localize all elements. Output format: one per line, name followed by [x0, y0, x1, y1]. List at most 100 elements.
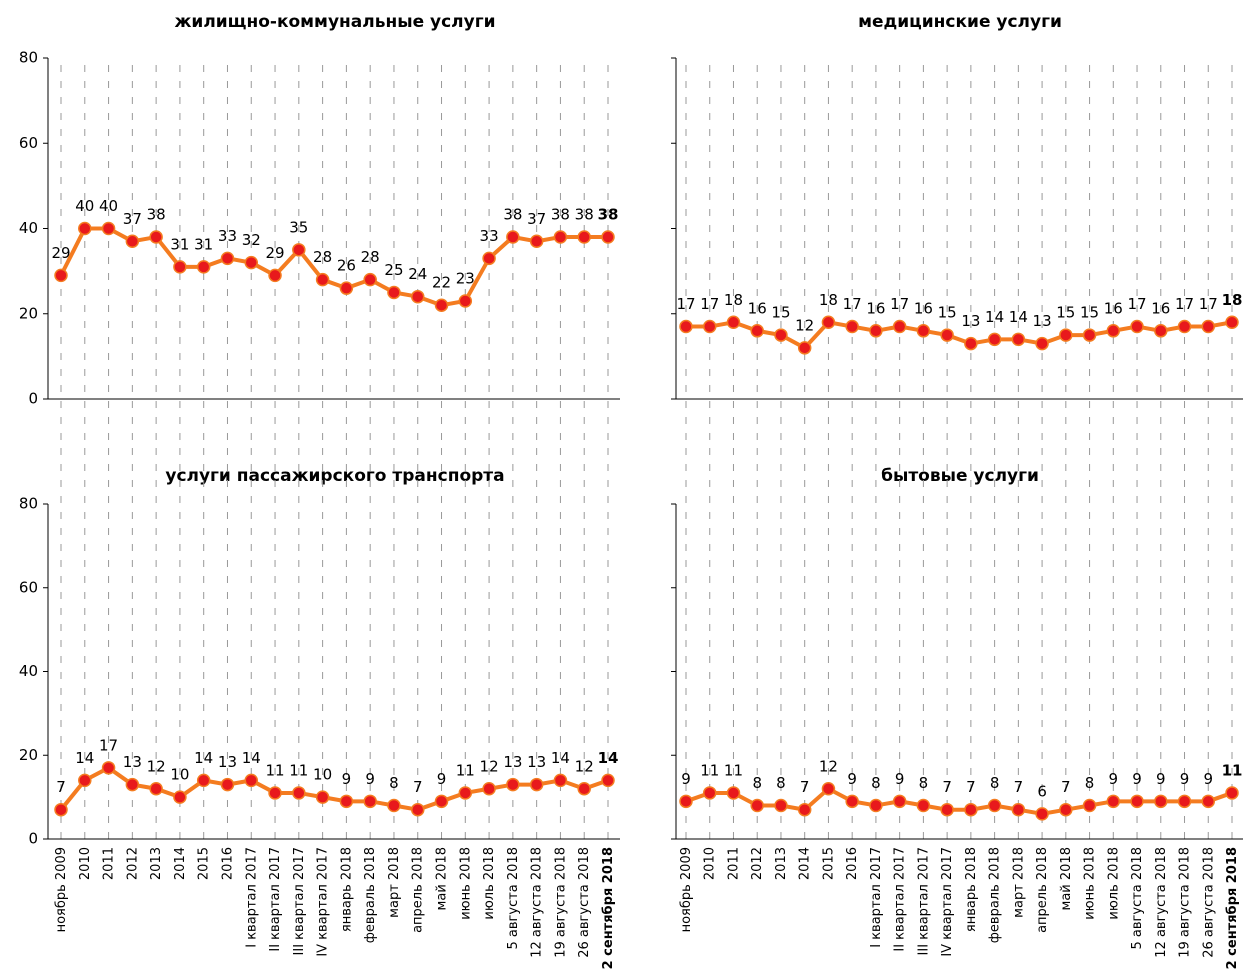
- point: [1082, 328, 1097, 342]
- x-tick-label: 2011: [102, 847, 117, 880]
- value-label: 9: [1132, 770, 1142, 788]
- value-label: 38: [503, 206, 522, 224]
- point: [363, 272, 377, 287]
- value-label: 9: [681, 770, 691, 788]
- value-label: 28: [361, 248, 380, 266]
- value-label: 18: [1222, 291, 1243, 309]
- value-label: 37: [527, 210, 546, 228]
- x-tick-label: 19 августа 2018: [1178, 847, 1193, 958]
- point: [410, 802, 425, 817]
- value-label: 8: [752, 774, 762, 792]
- x-tick-label: 2012: [125, 847, 140, 880]
- point: [797, 341, 812, 355]
- x-tick-label: 2 сентября 2018: [601, 847, 616, 969]
- value-label: 37: [123, 210, 142, 228]
- value-label: 18: [819, 291, 838, 309]
- point: [1011, 802, 1026, 817]
- point: [987, 332, 1002, 347]
- point: [726, 786, 741, 800]
- value-label: 16: [914, 299, 933, 317]
- series-line: [685, 786, 1233, 816]
- value-label: 7: [1061, 778, 1071, 796]
- value-label: 17: [890, 295, 909, 313]
- value-label: 31: [194, 235, 213, 253]
- value-label: 13: [961, 312, 980, 330]
- x-tick-label: 12 августа 2018: [1154, 847, 1169, 958]
- x-tick-label: май 2018: [1059, 847, 1074, 910]
- point: [149, 782, 163, 796]
- x-tick-label: II квартал 2017: [268, 847, 283, 952]
- point: [750, 798, 764, 813]
- point: [916, 324, 931, 338]
- point: [726, 315, 741, 330]
- point: [1154, 324, 1168, 338]
- point: [1035, 336, 1049, 351]
- x-tick-label: 2010: [78, 847, 93, 880]
- x-tick-label: 2014: [173, 847, 188, 880]
- value-label: 8: [389, 774, 399, 792]
- x-tick-label: 19 августа 2018: [553, 847, 568, 958]
- chart-title: бытовые услуги: [881, 466, 1039, 486]
- value-label: 17: [99, 736, 118, 754]
- point: [845, 794, 859, 809]
- point: [1201, 319, 1216, 334]
- point: [1130, 319, 1144, 334]
- value-label: 14: [551, 749, 570, 767]
- value-label: 13: [123, 753, 142, 771]
- point: [173, 260, 187, 274]
- x-tick-label: январь 2018: [964, 847, 979, 932]
- series-line: [59, 765, 609, 812]
- value-label: 7: [800, 778, 810, 796]
- y-tick-label: 40: [19, 219, 38, 237]
- point: [268, 786, 282, 800]
- point: [577, 230, 591, 244]
- x-tick-label: 2 сентября 2018: [1225, 847, 1240, 969]
- value-label: 11: [700, 761, 719, 779]
- point: [173, 790, 187, 804]
- point: [940, 328, 954, 342]
- point: [1106, 324, 1121, 338]
- value-label: 9: [1180, 770, 1190, 788]
- value-label: 31: [170, 235, 189, 253]
- value-label: 16: [748, 299, 767, 317]
- value-label: 8: [776, 774, 786, 792]
- x-tick-label: III квартал 2017: [916, 847, 931, 955]
- point: [529, 234, 544, 249]
- value-label: 11: [289, 761, 308, 779]
- x-tick-label: апрель 2018: [1035, 847, 1050, 933]
- point: [1106, 794, 1121, 809]
- value-label: 14: [985, 308, 1004, 326]
- value-label: 7: [413, 778, 423, 796]
- y-tick-label: 60: [19, 578, 38, 596]
- x-tick-label: 2016: [220, 847, 235, 880]
- x-tick-label: 2014: [798, 847, 813, 880]
- point: [506, 777, 520, 792]
- value-label: 23: [456, 269, 475, 287]
- value-label: 14: [75, 749, 94, 767]
- point: [964, 802, 978, 817]
- x-tick-label: ноябрь 2009: [54, 847, 69, 932]
- value-label: 12: [575, 757, 594, 775]
- value-label: 13: [527, 753, 546, 771]
- y-tick-label: 20: [19, 746, 38, 764]
- point: [482, 782, 496, 796]
- x-tick-label: 12 августа 2018: [530, 847, 545, 958]
- point: [774, 798, 788, 813]
- value-label: 17: [700, 295, 719, 313]
- x-tick-label: июнь 2018: [458, 847, 473, 920]
- point: [1154, 794, 1168, 809]
- value-label: 25: [384, 261, 403, 279]
- point: [244, 773, 259, 788]
- x-tick-label: 2011: [726, 847, 741, 880]
- value-label: 11: [724, 761, 743, 779]
- value-label: 38: [575, 206, 594, 224]
- point: [892, 794, 907, 809]
- y-tick-label: 40: [19, 662, 38, 680]
- point: [679, 794, 693, 809]
- value-label: 14: [242, 749, 261, 767]
- point: [940, 802, 954, 817]
- point: [797, 802, 812, 817]
- x-tick-label: июль 2018: [1106, 847, 1121, 920]
- x-tick-label: ноябрь 2009: [679, 847, 694, 932]
- value-label: 9: [1203, 770, 1213, 788]
